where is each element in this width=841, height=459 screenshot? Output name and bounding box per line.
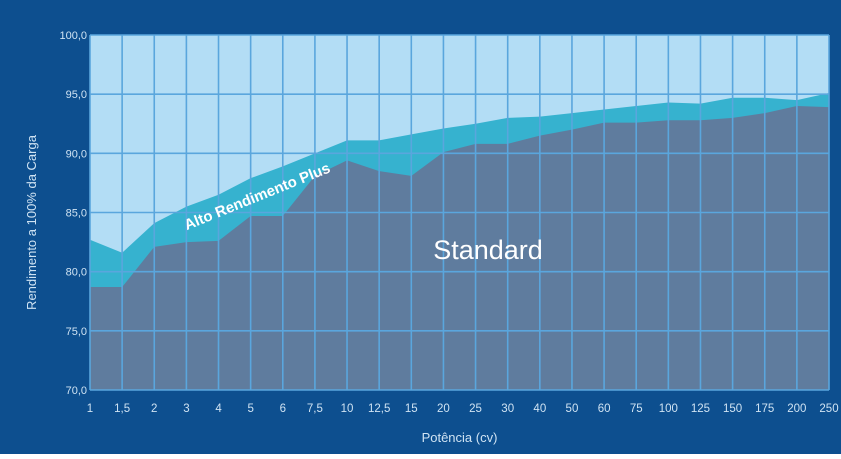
- x-tick-label: 2: [151, 403, 157, 415]
- x-tick-label: 30: [501, 403, 514, 415]
- x-tick-label: 4: [215, 403, 222, 415]
- y-tick-label: 95,0: [66, 89, 87, 101]
- x-tick-label: 250: [819, 403, 838, 415]
- y-tick-label: 90,0: [66, 148, 87, 160]
- areas-layer: [90, 92, 829, 390]
- grid-layer: [89, 34, 830, 391]
- x-tick-label: 75: [630, 403, 643, 415]
- series-label-standard: Standard: [433, 235, 543, 265]
- y-tick-label: 85,0: [66, 208, 87, 220]
- x-tick-label: 12,5: [368, 403, 390, 415]
- x-tick-label: 200: [787, 403, 806, 415]
- x-tick-labels: 1 1,5 2 3 4 5 6 7,5 10 12,5 15 20 25 30 40 50 60 75 100 125…: [87, 403, 839, 415]
- x-tick-label: 15: [405, 403, 418, 415]
- x-tick-label: 1,5: [114, 403, 130, 415]
- x-tick-label: 10: [341, 403, 354, 415]
- x-tick-label: 175: [755, 403, 774, 415]
- x-tick-label: 20: [437, 403, 450, 415]
- y-tick-label: 75,0: [66, 326, 87, 338]
- x-tick-label: 125: [691, 403, 710, 415]
- x-tick-label: 6: [280, 403, 286, 415]
- x-axis-label: Potência (cv): [422, 430, 498, 445]
- y-tick-labels: 70,0 75,0 80,0 85,0 90,0 95,0 100,0: [59, 30, 87, 397]
- x-tick-label: 25: [469, 403, 482, 415]
- series-area-standard: [90, 106, 829, 390]
- x-tick-label: 1: [87, 403, 93, 415]
- x-tick-label: 3: [183, 403, 189, 415]
- y-axis-label: Rendimento a 100% da Carga: [24, 134, 39, 310]
- x-tick-label: 5: [247, 403, 253, 415]
- x-tick-label: 100: [659, 403, 678, 415]
- x-tick-label: 50: [566, 403, 579, 415]
- x-tick-label: 150: [723, 403, 742, 415]
- x-tick-label: 40: [533, 403, 546, 415]
- y-tick-label: 80,0: [66, 267, 87, 279]
- x-tick-label: 7,5: [307, 403, 323, 415]
- x-tick-label: 60: [598, 403, 611, 415]
- y-tick-label: 70,0: [66, 385, 87, 397]
- y-tick-label: 100,0: [59, 30, 87, 42]
